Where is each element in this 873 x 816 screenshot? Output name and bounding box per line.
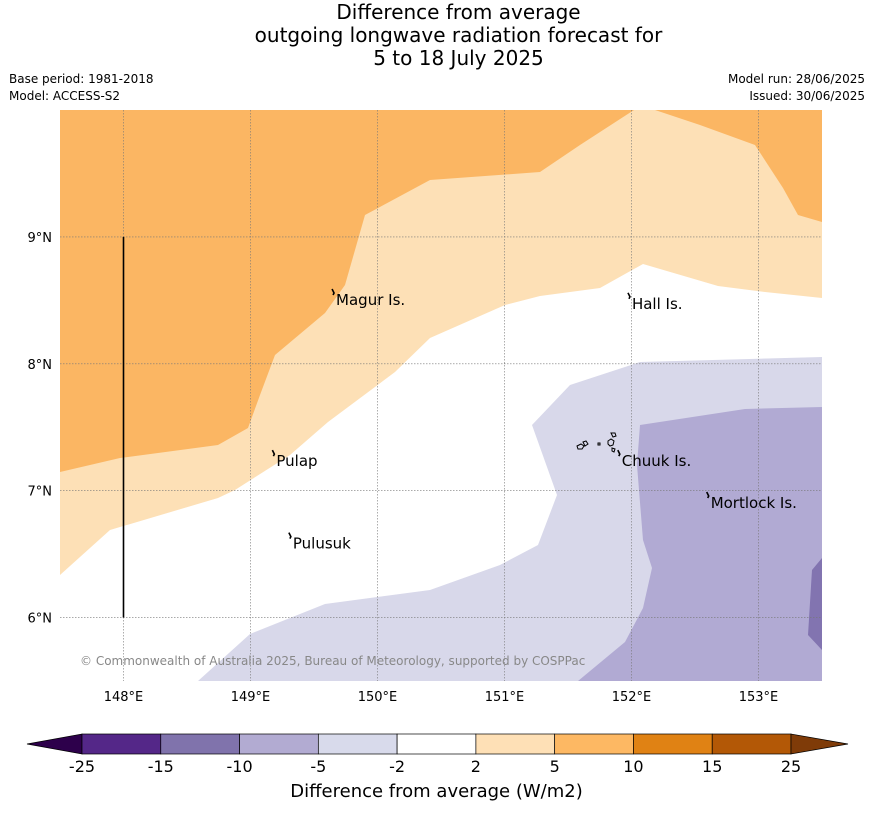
place-label: Hall Is. [632,295,683,313]
x-tick-label: 150°E [358,690,398,705]
chuuk-island-shape [597,442,601,446]
colorbar-bin [554,733,634,755]
place-label: Pulap [276,452,317,470]
model-run-label: Model run: 28/06/2025 [727,72,865,86]
colorbar-tick-label: 2 [471,757,481,776]
colorbar-title: Difference from average (W/m2) [290,781,583,802]
island-marker [617,449,621,457]
island-marker [627,292,631,300]
island-marker [331,288,335,296]
island-marker [705,491,710,499]
graticule: 148°E 149°E 150°E 151°E 152°E 153°E 6°N 7°N 8°N 9… [28,110,822,705]
issued-label: Issued: 30/06/2025 [749,89,865,103]
colorbar-bin [711,733,792,755]
place-label: Chuuk Is. [622,452,691,470]
title-line-2: outgoing longwave radiation forecast for [254,23,663,47]
colorbar: -25 -15 -10 -5 -2 2 5 10 15 25 [26,733,849,776]
anomaly-region-minus-10 [578,407,822,681]
x-tick-label: 149°E [231,690,271,705]
island-marker [271,449,276,457]
colorbar-low-extend [26,733,83,755]
chuuk-island-shape [610,432,617,438]
colorbar-bin [633,733,713,755]
chuuk-island-shape [611,447,616,453]
colorbar-tick-label: 15 [702,757,722,776]
anomaly-region-minus-15 [808,558,822,650]
colorbar-tick-label: 10 [623,757,643,776]
base-period-label: Base period: 1981-2018 [9,72,154,86]
info-right: Model run: 28/06/2025 Issued: 30/06/2025 [728,71,865,105]
copyright-text: © Commonwealth of Australia 2025, Bureau… [80,654,585,668]
y-tick-label: 8°N [28,358,53,373]
place-label: Mortlock Is. [711,494,797,512]
colorbar-tick-label: -25 [69,757,95,776]
x-tick-label: 148°E [104,690,144,705]
y-tick-label: 9°N [28,231,53,246]
chuuk-island-outlines [576,432,617,453]
x-tick-label: 152°E [612,690,652,705]
model-label: Model: ACCESS-S2 [9,89,121,103]
info-left: Base period: 1981-2018 Model: ACCESS-S2 [9,71,154,105]
chuuk-island-shape [582,440,589,447]
place-label: Magur Is. [336,291,405,309]
chuuk-island-shape [576,443,585,450]
anomaly-region-plus-10 [60,110,634,472]
title-line-3: 5 to 18 July 2025 [373,46,544,70]
colorbar-bin [81,733,162,755]
colorbar-bin [475,733,556,755]
x-tick-label: 151°E [485,690,525,705]
colorbar-tick-label: -5 [310,757,326,776]
colorbar-bin [160,733,240,755]
colorbar-bin [239,733,319,755]
colorbar-high-extend [790,733,849,755]
colorbar-tick-label: -10 [226,757,252,776]
title-line-1: Difference from average [336,0,581,24]
map-panel [60,110,822,681]
place-label: Pulusuk [293,535,351,553]
place-labels: Magur Is. Hall Is. Pulap Chuuk Is. Mortlock … [271,288,797,553]
anomaly-region-plus-10-east [655,110,822,222]
y-tick-label: 7°N [28,485,53,500]
x-tick-label: 153°E [739,690,779,705]
island-marker [288,532,292,539]
colorbar-tick-label: 25 [781,757,801,776]
colorbar-tick-label: -2 [389,757,405,776]
chuuk-island-shape [607,438,615,447]
y-tick-label: 6°N [28,612,53,627]
colorbar-bin [317,733,398,755]
colorbar-tick-label: 5 [550,757,560,776]
colorbar-bin [396,733,477,755]
colorbar-tick-label: -15 [148,757,174,776]
